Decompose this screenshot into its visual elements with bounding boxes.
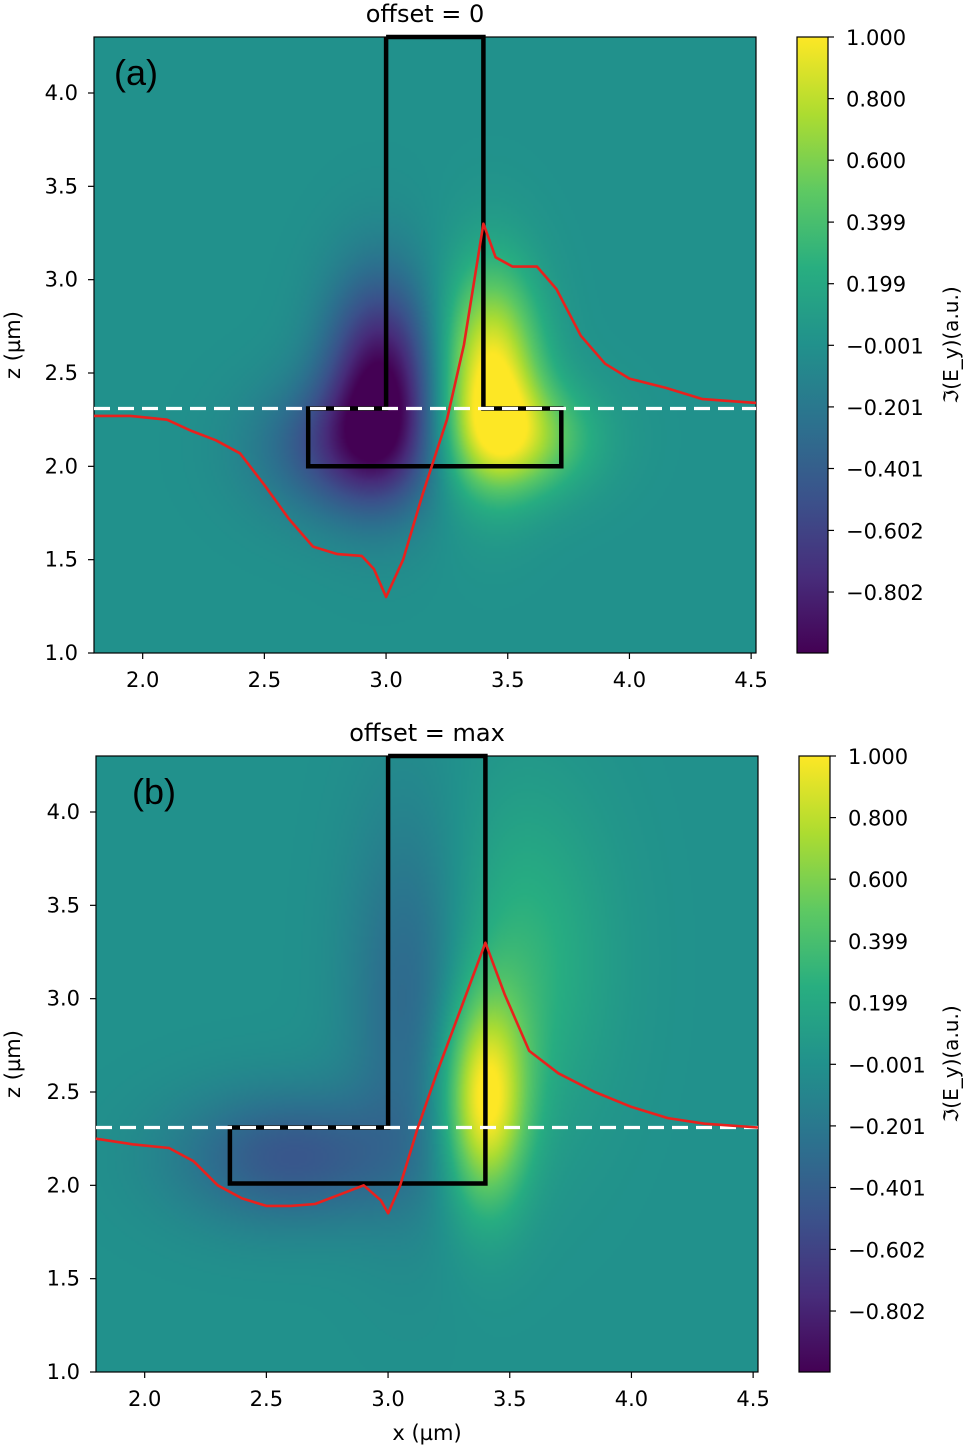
colorbar-tick-label: 1.000 (848, 745, 908, 769)
panel-b: 2.0 2.5 3.0 3.5 4.0 4.5 1.0 1.5 2.0 2.5 3.0 3.5 4.0 z… (1, 719, 963, 1445)
colorbar-tick-label: −0.602 (846, 519, 924, 543)
y-tick-label: 2.0 (47, 1173, 80, 1197)
y-axis-label: z (µm) (1, 1030, 25, 1098)
colorbar-tick-label: 0.399 (848, 930, 908, 954)
colorbar-label: ℑ(E_y)(a.u.) (939, 286, 963, 403)
field-profile-curve (95, 941, 759, 1215)
field-profile-curve (94, 222, 757, 599)
panel-label: (b) (132, 771, 176, 812)
colorbar-tick-label: 0.600 (846, 149, 906, 173)
x-tick-label: 4.0 (615, 1387, 648, 1411)
y-axis-label: z (µm) (1, 311, 25, 379)
y-tick-label: 1.0 (45, 641, 78, 665)
colorbar (796, 36, 829, 654)
y-tick-label: 2.0 (45, 454, 78, 478)
y-tick-label: 4.0 (45, 81, 78, 105)
x-tick-label: 2.5 (248, 668, 281, 692)
colorbar-tick-label: 1.000 (846, 26, 906, 50)
colorbar-tick-label: −0.401 (846, 458, 924, 482)
x-tick-label: 2.5 (250, 1387, 283, 1411)
colorbar-tick-label: −0.001 (846, 334, 924, 358)
x-tick-label: 3.0 (371, 1387, 404, 1411)
panel-a: 2.0 2.5 3.0 3.5 4.0 4.5 1.0 1.5 2.0 2.5 3.0 3.5 4.0 z… (1, 0, 963, 692)
heatmap-image (94, 37, 756, 653)
y-tick-label: 4.0 (47, 800, 80, 824)
y-tick-label: 1.5 (47, 1267, 80, 1291)
x-tick-label: 4.5 (734, 668, 767, 692)
x-tick-label: 2.0 (126, 668, 159, 692)
chart-title: offset = 0 (366, 0, 485, 28)
x-tick-label: 4.0 (613, 668, 646, 692)
colorbar-tick-label: 0.399 (846, 211, 906, 235)
colorbar-tick-label: −0.401 (848, 1177, 926, 1201)
x-axis-label: x (µm) (392, 1421, 461, 1445)
colorbar-tick-label: −0.802 (848, 1300, 926, 1324)
colorbar-tick-label: 0.800 (848, 807, 908, 831)
y-tick-label: 2.5 (45, 361, 78, 385)
colorbar-tick-label: −0.201 (848, 1115, 926, 1139)
y-tick-label: 1.0 (47, 1360, 80, 1384)
colorbar-tick-label: −0.201 (846, 396, 924, 420)
y-tick-label: 3.0 (45, 268, 78, 292)
heatmap-image (96, 756, 758, 1372)
y-tick-label: 2.5 (47, 1080, 80, 1104)
colorbar-tick-label: 0.800 (846, 88, 906, 112)
x-tick-label: 2.0 (128, 1387, 161, 1411)
y-tick-label: 3.0 (47, 987, 80, 1011)
chart-title: offset = max (349, 719, 505, 747)
panel-label: (a) (114, 52, 158, 93)
x-tick-label: 4.5 (736, 1387, 769, 1411)
colorbar-tick-label: 0.199 (848, 992, 908, 1016)
y-tick-label: 1.5 (45, 548, 78, 572)
y-tick-label: 3.5 (45, 174, 78, 198)
x-tick-label: 3.5 (493, 1387, 526, 1411)
x-tick-label: 3.0 (369, 668, 402, 692)
x-tick-label: 3.5 (491, 668, 524, 692)
y-tick-label: 3.5 (47, 893, 80, 917)
colorbar-tick-label: 0.199 (846, 273, 906, 297)
colorbar (798, 755, 831, 1373)
colorbar-tick-label: 0.600 (848, 868, 908, 892)
colorbar-label: ℑ(E_y)(a.u.) (939, 1005, 963, 1122)
colorbar-tick-label: −0.001 (848, 1053, 926, 1077)
colorbar-tick-label: −0.802 (846, 581, 924, 605)
colorbar-tick-label: −0.602 (848, 1238, 926, 1262)
